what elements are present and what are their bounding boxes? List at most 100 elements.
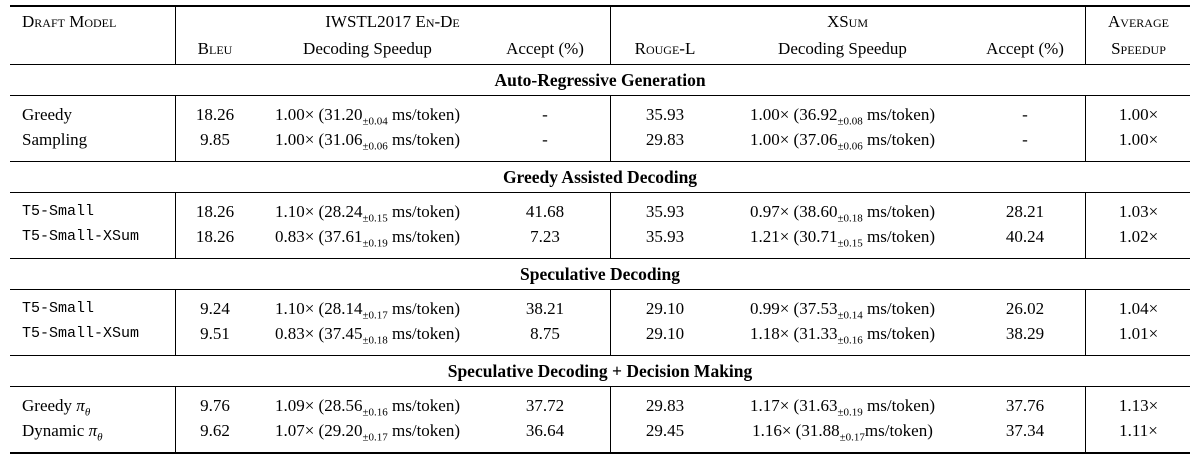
speedup-text: 1.00× (36.92 [749, 105, 838, 124]
row-label-text: Greedy [22, 105, 73, 124]
speedup-text: 1.17× (31.63 [749, 396, 838, 415]
draft-model-label: Greedy [10, 102, 175, 127]
speedup-text: 1.00× (31.20 [274, 105, 363, 124]
iwstl-speedup-value: 0.83× (37.45±0.18 ms/token) [255, 321, 480, 346]
section-title-speculative-decision-making: Speculative Decoding + Decision Making [10, 355, 1190, 387]
average-speedup-value: 1.02× [1118, 227, 1159, 246]
table-row: T5-Small 9.24 1.10× (28.14±0.17 ms/token… [10, 296, 1190, 321]
iwstl-speedup-value: 1.00× (31.20±0.04 ms/token) [255, 102, 480, 127]
table-top-rule [10, 5, 1190, 7]
average-speedup-value: 1.00× [1118, 130, 1159, 149]
error-subscript: ±0.14 [837, 309, 863, 322]
iwstl-accept-value: 41.68 [525, 202, 565, 221]
iwstl-accept-value: 36.64 [525, 421, 565, 440]
xsum-accept-value: 26.02 [1005, 299, 1045, 318]
row-label-text: T5-Small-XSum [22, 325, 140, 342]
error-subscript: ±0.19 [837, 406, 863, 419]
iwstl-speedup-value: 1.09× (28.56±0.16 ms/token) [255, 393, 480, 418]
row-label-text: Dynamic [22, 421, 89, 440]
error-subscript: ±0.04 [362, 115, 388, 128]
header-group-iwstl2017-en-de: IWSTL2017 En-De [325, 12, 460, 31]
xsum-accept-value: - [1022, 130, 1028, 149]
bleu-value: 9.85 [200, 130, 230, 149]
xsum-accept-value: 37.34 [1005, 421, 1045, 440]
speedup-unit: ms/token) [862, 324, 936, 343]
iwstl-speedup-value: 1.07× (29.20±0.17 ms/token) [255, 418, 480, 443]
average-speedup-value: 1.00× [1118, 105, 1159, 124]
header-group-xsum: XSum [826, 12, 869, 31]
header-average-line2: Speedup [1111, 39, 1166, 58]
theta-subscript: θ [84, 406, 91, 419]
table-row: T5-Small-XSum 9.51 0.83× (37.45±0.18 ms/… [10, 321, 1190, 346]
draft-model-label: T5-Small-XSum [10, 321, 175, 346]
error-subscript: ±0.15 [837, 237, 863, 250]
draft-model-label: T5-Small [10, 296, 175, 321]
error-subscript: ±0.16 [837, 334, 863, 347]
speedup-unit: ms/token) [387, 324, 461, 343]
column-divider [610, 387, 611, 452]
speedup-text: 1.09× (28.56 [274, 396, 363, 415]
xsum-accept-value: 28.21 [1005, 202, 1045, 221]
speedup-text: 1.18× (31.33 [749, 324, 838, 343]
column-divider [1085, 7, 1086, 64]
error-subscript: ±0.19 [362, 237, 388, 250]
rouge-value: 35.93 [645, 105, 685, 124]
column-divider [175, 193, 176, 258]
iwstl-speedup-value: 1.10× (28.14±0.17 ms/token) [255, 296, 480, 321]
column-divider [1085, 290, 1086, 355]
speedup-unit: ms/token) [387, 299, 461, 318]
rouge-value: 35.93 [645, 202, 685, 221]
error-subscript: ±0.17 [362, 431, 388, 444]
rouge-value: 29.83 [645, 130, 685, 149]
draft-model-label: Dynamic πθ [10, 418, 175, 443]
table-row: Dynamic πθ 9.62 1.07× (29.20±0.17 ms/tok… [10, 418, 1190, 443]
xsum-speedup-value: 1.17× (31.63±0.19 ms/token) [720, 393, 965, 418]
column-divider [1085, 96, 1086, 161]
iwstl-accept-value: - [542, 130, 548, 149]
speedup-unit: ms/token) [862, 396, 936, 415]
table-row: T5-Small-XSum 18.26 0.83× (37.61±0.19 ms… [10, 224, 1190, 249]
speedup-unit: ms/token) [387, 105, 461, 124]
iwstl-accept-value: 8.75 [530, 324, 560, 343]
average-speedup-value: 1.03× [1118, 202, 1159, 221]
header-average-line1: Average [1108, 12, 1169, 31]
rouge-value: 29.45 [645, 421, 685, 440]
table-header: Draft Model IWSTL2017 En-De XSum Average… [10, 7, 1190, 64]
speedup-unit: ms/token) [862, 202, 936, 221]
speedup-text: 1.10× (28.24 [274, 202, 363, 221]
speedup-text: 1.00× (31.06 [274, 130, 363, 149]
average-speedup-value: 1.01× [1118, 324, 1159, 343]
bleu-value: 18.26 [195, 227, 235, 246]
average-speedup-value: 1.04× [1118, 299, 1159, 318]
error-subscript: ±0.17 [839, 431, 865, 444]
results-table: Draft Model IWSTL2017 En-De XSum Average… [10, 5, 1190, 454]
speedup-text: 1.16× (31.88 [752, 421, 840, 440]
header-bleu: Bleu [197, 39, 233, 58]
error-subscript: ±0.06 [837, 140, 863, 153]
average-speedup-value: 1.11× [1119, 421, 1158, 440]
speedup-text: 1.21× (30.71 [749, 227, 838, 246]
section-title-greedy-assisted: Greedy Assisted Decoding [10, 161, 1190, 193]
section-rows: Greedy πθ 9.76 1.09× (28.56±0.16 ms/toke… [10, 387, 1190, 452]
header-rouge-l: Rouge-L [634, 39, 696, 58]
xsum-speedup-value: 0.97× (38.60±0.18 ms/token) [720, 199, 965, 224]
table-row: Greedy πθ 9.76 1.09× (28.56±0.16 ms/toke… [10, 393, 1190, 418]
speedup-text: 1.00× (37.06 [749, 130, 838, 149]
error-subscript: ±0.18 [837, 212, 863, 225]
speedup-unit: ms/token) [862, 130, 936, 149]
column-divider [175, 7, 176, 64]
section-title-auto-regressive: Auto-Regressive Generation [10, 64, 1190, 96]
speedup-unit: ms/token) [862, 227, 936, 246]
xsum-accept-value: 38.29 [1005, 324, 1045, 343]
row-label-text: T5-Small-XSum [22, 228, 140, 245]
error-subscript: ±0.18 [362, 334, 388, 347]
iwstl-accept-value: 7.23 [530, 227, 560, 246]
bleu-value: 18.26 [195, 105, 235, 124]
xsum-speedup-value: 1.00× (37.06±0.06 ms/token) [720, 127, 965, 152]
draft-model-label: T5-Small [10, 199, 175, 224]
rouge-value: 29.83 [645, 396, 685, 415]
speedup-unit: ms/token) [387, 396, 461, 415]
header-draft-model: Draft Model [22, 12, 117, 31]
row-label-text: Greedy [22, 396, 77, 415]
column-divider [175, 290, 176, 355]
